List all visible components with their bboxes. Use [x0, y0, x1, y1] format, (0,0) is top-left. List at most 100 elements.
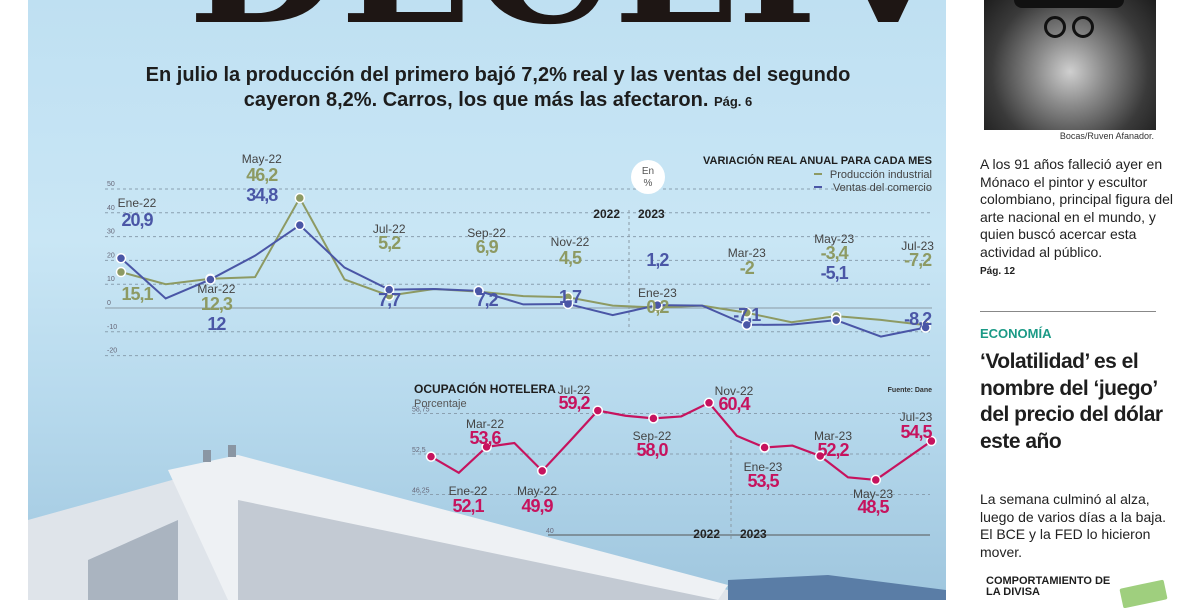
y-tick-label: 52,5: [412, 447, 426, 454]
data-label-produccion: 0,2: [646, 297, 669, 317]
month-label: Jul-22: [373, 222, 406, 236]
section-label: ECONOMÍA: [980, 326, 1052, 341]
y-tick-label: -10: [107, 324, 117, 331]
data-point: [652, 299, 663, 311]
data-point: [870, 474, 882, 486]
data-point: [562, 298, 574, 310]
banknote-icon: [1119, 579, 1168, 608]
data-point: [703, 397, 715, 409]
data-point: [648, 413, 659, 424]
unit-badge-text: En: [642, 166, 654, 177]
data-label-produccion: 4,5: [559, 248, 582, 268]
headline-deck: En julio la producción del primero bajó …: [118, 63, 878, 114]
data-point: [830, 314, 842, 326]
data-label-hotel: 53,6: [469, 428, 501, 448]
photo-credit: Bocas/Ruven Afanador.: [1059, 131, 1154, 141]
series-line-hotel: [430, 401, 933, 482]
data-label-ventas: 7,7: [378, 290, 401, 310]
deck-text: En julio la producción del primero bajó …: [145, 64, 851, 111]
month-label: Jul-23: [901, 239, 934, 253]
data-label-hotel: 49,9: [521, 496, 553, 516]
sidebar: Bocas/Ruven Afanador. A los 91 años fall…: [946, 0, 1200, 608]
month-label: Sep-22: [633, 429, 672, 443]
data-point: [926, 435, 937, 447]
building-photo: [28, 445, 946, 600]
data-label-hotel: 52,1: [452, 496, 484, 516]
data-label-produccion: 46,2: [246, 165, 278, 185]
data-label-ventas: 20,9: [121, 210, 153, 230]
data-point: [759, 442, 770, 453]
y-tick-label: 20: [107, 252, 115, 259]
y-tick-label: 10: [107, 276, 115, 283]
data-label-ventas: 1,7: [559, 287, 582, 307]
divider: [980, 311, 1156, 312]
month-label: Jul-23: [900, 410, 933, 424]
y-tick-label: 58,75: [412, 407, 430, 414]
legend-entry: Producción industrial: [830, 169, 932, 181]
y-tick-label: 46,25: [412, 488, 430, 495]
y-tick-label: 0: [107, 300, 111, 307]
chart-title: OCUPACIÓN HOTELERA: [414, 381, 556, 396]
charts: 50 40 30 20 10 0 -10 -20 2022 2023 En% VARIACIÓN RE…: [105, 152, 937, 541]
month-label: Ene-22: [449, 484, 488, 498]
currency-box-title: COMPORTAMIENTO DE LA DIVISA: [986, 575, 1111, 598]
deck-page-ref: Pág. 6: [713, 94, 753, 109]
y-tick-label: -20: [107, 348, 117, 355]
data-label-ventas: 1,2: [646, 250, 669, 270]
source-note: Fuente: Dane: [888, 387, 932, 394]
data-label-ventas: -5,1: [821, 263, 849, 283]
data-point: [741, 307, 753, 319]
economy-headline[interactable]: ‘Volatilidad’ es el nombre del ‘juego’ d…: [980, 350, 1163, 453]
data-label-hotel: 53,5: [747, 471, 779, 491]
month-label: May-22: [242, 152, 282, 166]
data-point: [383, 284, 395, 295]
artist-photo: [984, 0, 1156, 130]
data-point: [592, 405, 604, 416]
main-headline: DECLIVE: [188, 0, 946, 58]
y-tick-label: 50: [107, 181, 115, 188]
data-point: [473, 285, 484, 297]
obituary-text: A los 91 años falleció ayer en Mónaco el…: [980, 156, 1180, 281]
unit-badge: [631, 160, 665, 194]
month-label: Sep-22: [467, 226, 506, 240]
y-tick-label: 40: [107, 205, 115, 212]
month-label: Ene-23: [744, 460, 783, 474]
month-label: Ene-22: [118, 196, 157, 210]
data-point: [294, 192, 306, 204]
data-point: [920, 322, 931, 333]
data-label-produccion: 5,2: [378, 233, 401, 253]
data-label-hotel: 52,2: [817, 440, 849, 460]
month-label: Jul-22: [558, 383, 591, 397]
month-label: Ene-23: [638, 286, 677, 300]
data-point: [536, 465, 548, 477]
data-label-hotel: 60,4: [718, 394, 750, 414]
economy-body: La semana culminó al alza, luego de vari…: [980, 491, 1167, 560]
year-label-2023: 2023: [638, 207, 665, 221]
data-point: [294, 219, 306, 231]
data-label-produccion: -2: [740, 258, 755, 278]
month-label: May-22: [517, 484, 557, 498]
year-label-2022: 2022: [693, 527, 720, 541]
month-label: Mar-23: [728, 246, 766, 260]
data-point: [205, 274, 216, 285]
data-label-ventas: 7,2: [476, 290, 499, 310]
month-label: Mar-23: [814, 429, 852, 443]
legend-entry: Ventas del comercio: [833, 182, 932, 194]
year-label-2023: 2023: [740, 527, 767, 541]
data-point: [814, 450, 826, 462]
data-label-hotel: 58,0: [636, 440, 668, 460]
series-line-produccion: [120, 195, 926, 327]
data-label-hotel: 48,5: [857, 497, 889, 517]
data-label-produccion: 15,1: [121, 284, 153, 304]
unit-badge-text: %: [644, 178, 653, 189]
series-line-ventas: [120, 223, 926, 338]
data-label-produccion: -7,2: [904, 250, 932, 270]
data-label-ventas: -7,1: [733, 305, 761, 325]
month-label: May-23: [853, 487, 893, 501]
data-label-hotel: 54,5: [900, 422, 932, 442]
chart-title: VARIACIÓN REAL ANUAL PARA CADA MES: [703, 154, 932, 167]
month-label: May-23: [814, 232, 854, 246]
obit-page-ref[interactable]: Pág. 12: [980, 266, 1016, 277]
data-label-produccion: 6,9: [476, 237, 499, 257]
data-label-ventas: 12: [207, 314, 226, 334]
